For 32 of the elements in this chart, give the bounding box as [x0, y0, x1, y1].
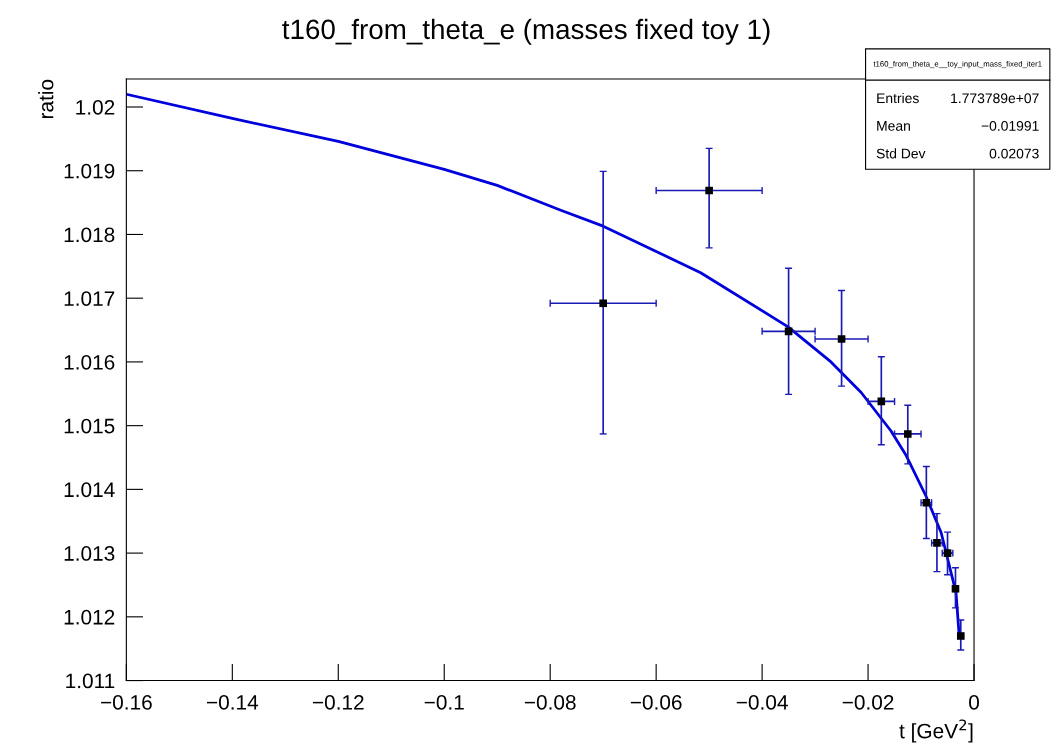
annotation: 1.773789e+07 — [951, 93, 1039, 104]
text: −0.01991 — [981, 120, 1039, 131]
x-tick-label: −0.06 — [630, 695, 682, 710]
text: 0.02073 — [989, 148, 1039, 159]
x-axis-title: t [GeV$^{2}$] — [899, 719, 973, 743]
point — [837, 335, 846, 343]
x-tick-label: −0.08 — [524, 695, 576, 710]
x-tick-label: −0.02 — [842, 695, 894, 710]
y-tick-label: 1.016 — [64, 354, 115, 370]
y-axis-title: ratio — [38, 79, 54, 119]
annotation: Mean — [877, 121, 910, 131]
y-tick-label: 1.017 — [64, 291, 115, 306]
x-tick-label: −0.1 — [424, 695, 464, 710]
x-tick-label: −0.04 — [736, 695, 788, 710]
x-tick-label: 0 — [969, 695, 979, 710]
y-tick-label: 1.013 — [64, 546, 115, 561]
y-tick-label: 1.019 — [64, 163, 115, 179]
chart-title: t160_from_theta_e (masses fixed toy 1) — [282, 18, 770, 45]
x-tick-label: −0.16 — [101, 695, 152, 710]
y-tick-label: 1.015 — [64, 418, 115, 434]
point — [599, 299, 607, 308]
annotation: Entries — [877, 92, 919, 104]
point — [904, 430, 912, 438]
x-tick-label: −0.14 — [206, 695, 259, 710]
point — [705, 186, 713, 195]
y-tick-label: 1.011 — [66, 673, 115, 689]
y-tick-label: 1.02 — [76, 100, 115, 115]
x-tick-label: −0.12 — [312, 695, 364, 710]
y-tick-label: 1.012 — [64, 609, 115, 625]
y-tick-label: 1.018 — [64, 227, 115, 243]
y-tick-label: 1.014 — [64, 482, 115, 498]
annotation: Std Dev — [876, 148, 926, 159]
